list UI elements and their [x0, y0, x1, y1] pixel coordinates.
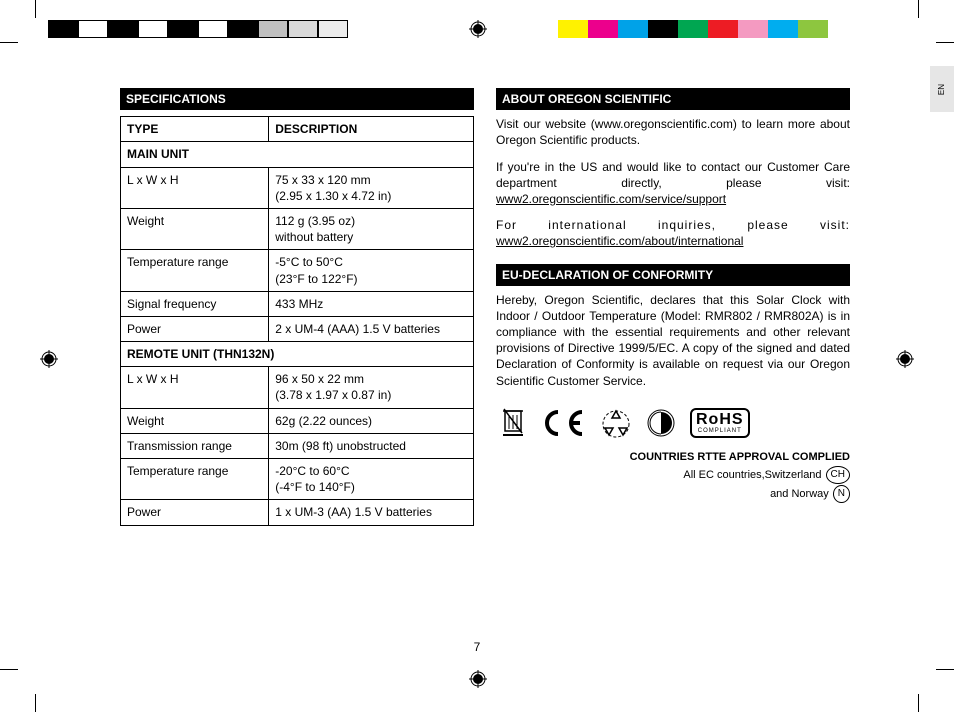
registration-mark-icon: [896, 350, 914, 368]
table-row: Weight62g (2.22 ounces): [121, 408, 474, 433]
colorbar-cell: [48, 20, 78, 38]
intl-link[interactable]: www2.oregonscientific.com/about/internat…: [496, 234, 743, 248]
spec-type: Signal frequency: [121, 291, 269, 316]
table-row: Weight112 g (3.95 oz) without battery: [121, 208, 474, 249]
language-label: EN: [938, 83, 947, 94]
spec-desc: 96 x 50 x 22 mm (3.78 x 1.97 x 0.87 in): [269, 367, 474, 408]
colorbar-cell: [558, 20, 588, 38]
spec-desc: 75 x 33 x 120 mm (2.95 x 1.30 x 4.72 in): [269, 167, 474, 208]
about-p2: If you're in the US and would like to co…: [496, 159, 850, 208]
spec-type: Weight: [121, 208, 269, 249]
n-badge: N: [833, 485, 850, 503]
countries-line2: and NorwayN: [496, 485, 850, 504]
countries-title: COUNTRIES RTTE APPROVAL COMPLIED: [496, 449, 850, 467]
spec-type: L x W x H: [121, 167, 269, 208]
colorbar-cell: [828, 20, 858, 38]
colorbar-cell: [138, 20, 168, 38]
spec-type: Power: [121, 500, 269, 525]
colorbar-cell: [738, 20, 768, 38]
specifications-section: SPECIFICATIONS TYPE DESCRIPTION MAIN UNI…: [120, 88, 474, 526]
table-row: Power2 x UM-4 (AAA) 1.5 V batteries: [121, 316, 474, 341]
registration-mark-icon: [40, 350, 58, 368]
colorbar-cell: [618, 20, 648, 38]
colorbar-cell: [708, 20, 738, 38]
spec-desc: -20°C to 60°C (-4°F to 140°F): [269, 459, 474, 500]
table-row: Temperature range-20°C to 60°C (-4°F to …: [121, 459, 474, 500]
weee-bin-icon: [500, 407, 526, 439]
colorbar-cell: [228, 20, 258, 38]
page: EN SPECIFICATIONS TYPE DESCRIPTION MAIN …: [0, 0, 954, 712]
colorbar-cell: [588, 20, 618, 38]
colorbar-cell: [198, 20, 228, 38]
section-heading: SPECIFICATIONS: [120, 88, 474, 110]
table-row: Power1 x UM-3 (AA) 1.5 V batteries: [121, 500, 474, 525]
spec-type: Temperature range: [121, 459, 269, 500]
spec-desc: 62g (2.22 ounces): [269, 408, 474, 433]
spec-type: L x W x H: [121, 367, 269, 408]
col-description: DESCRIPTION: [269, 117, 474, 142]
section-heading: EU-DECLARATION OF CONFORMITY: [496, 264, 850, 286]
section-heading: ABOUT OREGON SCIENTIFIC: [496, 88, 850, 110]
eu-body: Hereby, Oregon Scientific, declares that…: [496, 292, 850, 389]
table-row: Transmission range30m (98 ft) unobstruct…: [121, 433, 474, 458]
page-number: 7: [0, 640, 954, 654]
compliance-icons: RoHS COMPLIANT: [500, 407, 850, 439]
table-row: L x W x H96 x 50 x 22 mm (3.78 x 1.97 x …: [121, 367, 474, 408]
crop-mark: [0, 42, 18, 43]
green-dot-icon: [646, 408, 676, 438]
colorbar-cell: [168, 20, 198, 38]
crop-mark: [918, 694, 919, 712]
colorbar-cell: [108, 20, 138, 38]
spec-type: Power: [121, 316, 269, 341]
table-row: L x W x H75 x 33 x 120 mm (2.95 x 1.30 x…: [121, 167, 474, 208]
crop-mark: [35, 694, 36, 712]
spec-type: Transmission range: [121, 433, 269, 458]
crop-mark: [918, 0, 919, 18]
recycle-icon: [600, 408, 632, 438]
ch-badge: CH: [826, 466, 850, 484]
colorbar-cell: [78, 20, 108, 38]
spec-desc: 2 x UM-4 (AAA) 1.5 V batteries: [269, 316, 474, 341]
language-tab: EN: [930, 66, 954, 112]
spec-desc: -5°C to 50°C (23°F to 122°F): [269, 250, 474, 291]
rohs-badge: RoHS COMPLIANT: [690, 408, 750, 438]
colorbar-cell: [258, 20, 288, 38]
colorbar-cell: [648, 20, 678, 38]
crop-mark: [0, 669, 18, 670]
colorbar-cell: [288, 20, 318, 38]
registration-mark-icon: [469, 670, 487, 688]
table-row: Temperature range-5°C to 50°C (23°F to 1…: [121, 250, 474, 291]
spec-group-header: REMOTE UNIT (THN132N): [121, 342, 474, 367]
colorbar-cell: [678, 20, 708, 38]
registration-mark-icon: [469, 20, 487, 38]
colorbar-cell: [768, 20, 798, 38]
colorbar-cell: [318, 20, 348, 38]
col-type: TYPE: [121, 117, 269, 142]
table-row: Signal frequency433 MHz: [121, 291, 474, 316]
spec-group-header: MAIN UNIT: [121, 142, 474, 167]
right-column: ABOUT OREGON SCIENTIFIC Visit our websit…: [496, 88, 850, 503]
crop-mark: [936, 42, 954, 43]
countries-line1: All EC countries,SwitzerlandCH: [496, 466, 850, 485]
crop-mark: [35, 0, 36, 18]
spec-type: Temperature range: [121, 250, 269, 291]
support-link[interactable]: www2.oregonscientific.com/service/suppor…: [496, 192, 726, 206]
spec-desc: 30m (98 ft) unobstructed: [269, 433, 474, 458]
countries-block: COUNTRIES RTTE APPROVAL COMPLIED All EC …: [496, 449, 850, 504]
colorbar-cell: [798, 20, 828, 38]
spec-desc: 112 g (3.95 oz) without battery: [269, 208, 474, 249]
spec-type: Weight: [121, 408, 269, 433]
spec-desc: 433 MHz: [269, 291, 474, 316]
spec-desc: 1 x UM-3 (AA) 1.5 V batteries: [269, 500, 474, 525]
crop-mark: [936, 669, 954, 670]
ce-mark-icon: [540, 408, 586, 438]
about-p1: Visit our website (www.oregonscientific.…: [496, 116, 850, 148]
specifications-table: TYPE DESCRIPTION MAIN UNITL x W x H75 x …: [120, 116, 474, 525]
about-p3: For international inquiries, please visi…: [496, 217, 850, 249]
